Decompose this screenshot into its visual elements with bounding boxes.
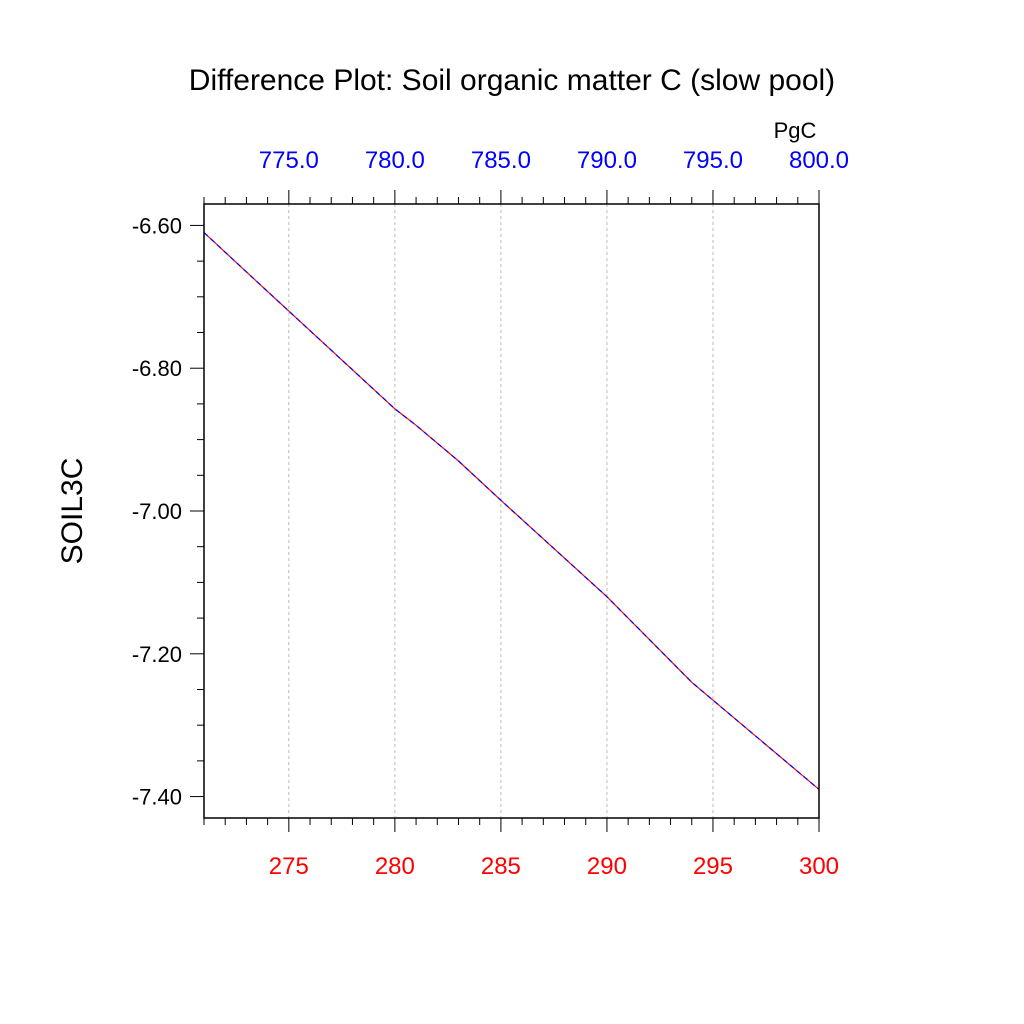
top-axis-units: PgC: [774, 118, 817, 143]
plot-frame: [203, 203, 820, 819]
series-line-top-axis: [203, 232, 820, 790]
series-layer: [203, 232, 820, 790]
y-axis-label: SOIL3C: [56, 458, 89, 565]
top-tick-label: 790.0: [577, 147, 637, 174]
x-tick-label: 275: [269, 853, 309, 880]
x-tick-label: 295: [693, 853, 733, 880]
top-tick-label: 785.0: [471, 147, 531, 174]
chart-title: Difference Plot: Soil organic matter C (…: [189, 64, 835, 97]
grid-layer: [288, 204, 714, 818]
y-tick-label: -6.60: [132, 213, 182, 238]
top-tick-label: 795.0: [683, 147, 743, 174]
top-tick-label: 775.0: [259, 147, 319, 174]
series-line-bottom-axis: [203, 232, 820, 790]
x-tick-label: 280: [375, 853, 415, 880]
x-tick-label: 300: [799, 853, 839, 880]
y-tick-label: -7.20: [132, 642, 182, 667]
tick-layer: [190, 190, 820, 832]
y-tick-label: -7.00: [132, 499, 182, 524]
x-tick-label: 285: [481, 853, 521, 880]
top-tick-label: 780.0: [365, 147, 425, 174]
top-tick-label: 800.0: [789, 147, 849, 174]
y-tick-label: -7.40: [132, 785, 182, 810]
label-layer: -6.60 -6.80 -7.00 -7.20 -7.40 275 280 285 290 295…: [132, 147, 849, 880]
x-tick-label: 290: [587, 853, 627, 880]
y-tick-label: -6.80: [132, 356, 182, 381]
